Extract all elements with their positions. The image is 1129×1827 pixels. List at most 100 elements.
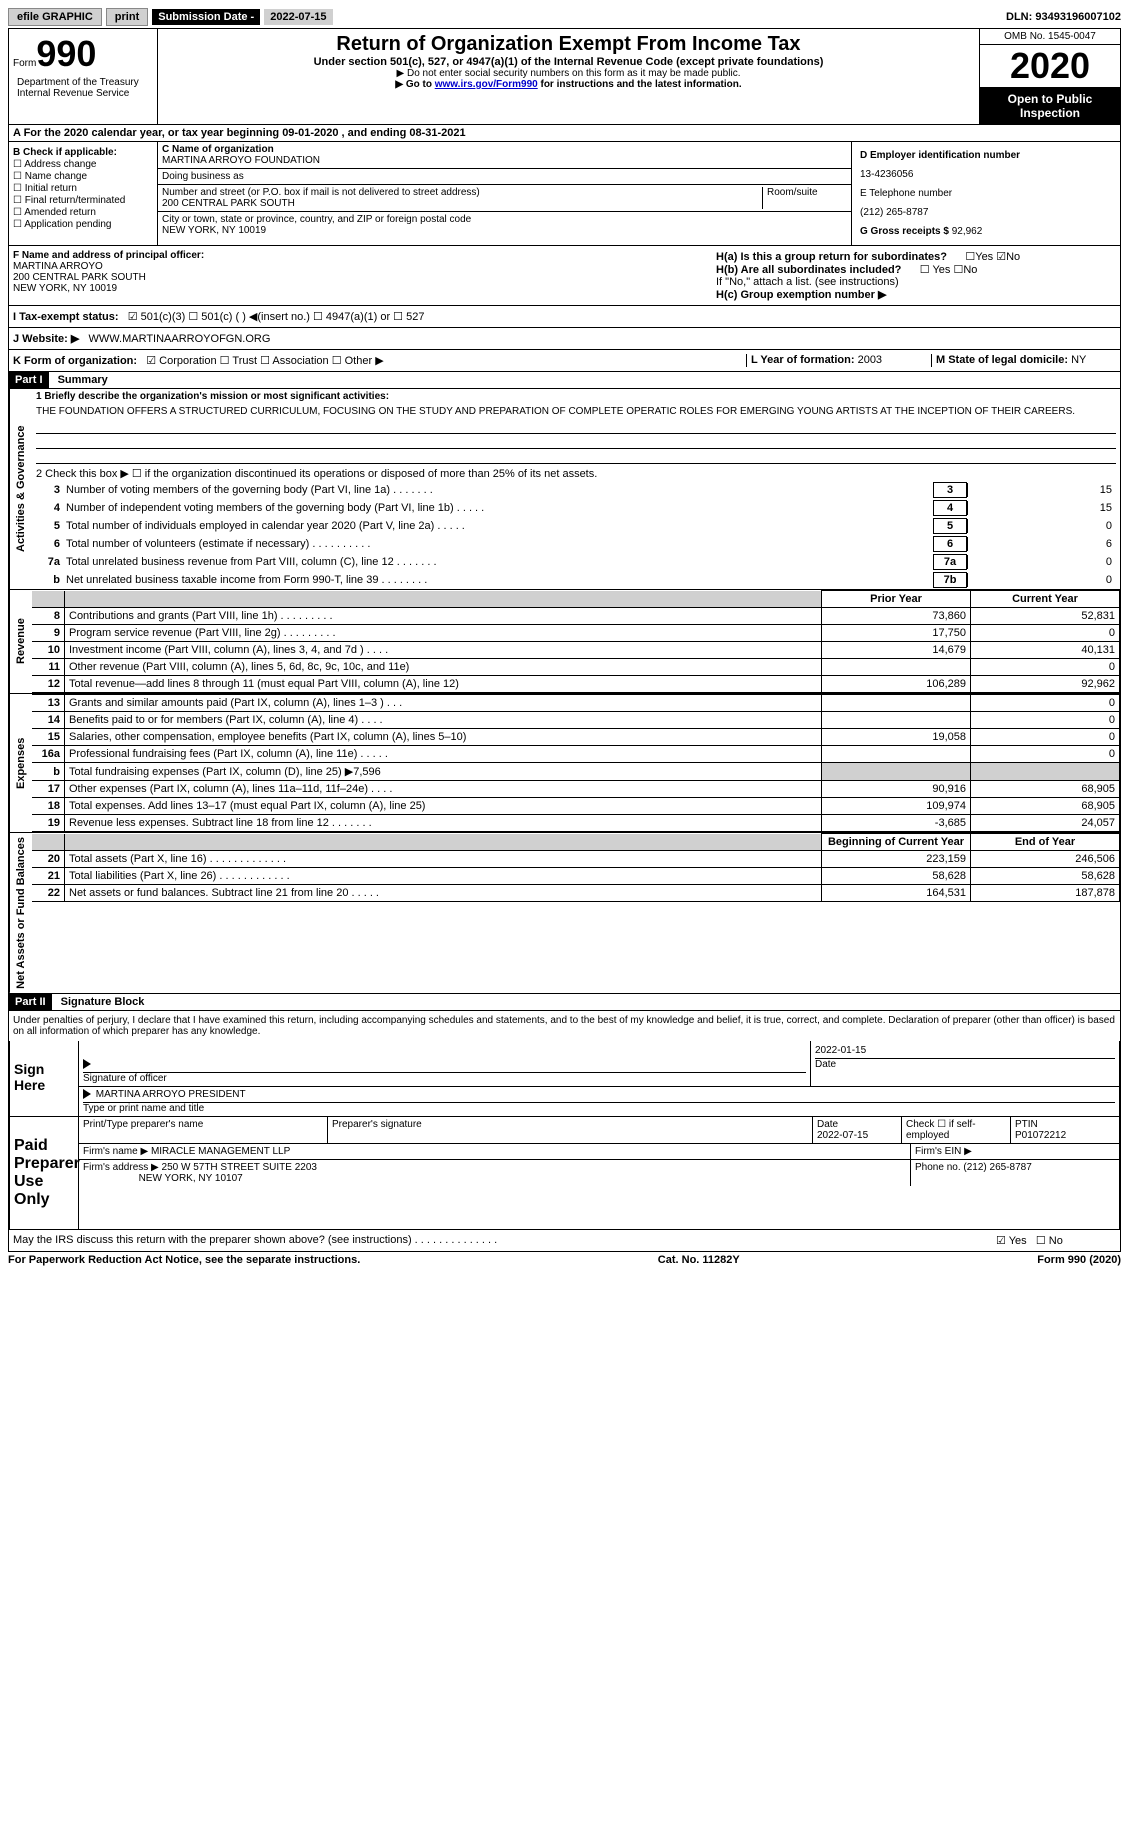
table-row: 13Grants and similar amounts paid (Part … <box>32 695 1120 712</box>
table-row: 8Contributions and grants (Part VIII, li… <box>32 608 1120 625</box>
open-public-badge: Open to Public Inspection <box>980 88 1120 124</box>
col-c-org: C Name of organization MARTINA ARROYO FO… <box>158 142 852 245</box>
form-title: Return of Organization Exempt From Incom… <box>162 33 975 56</box>
col-f-officer: F Name and address of principal officer:… <box>9 246 712 305</box>
phone-value: (212) 265-8787 <box>856 203 1116 222</box>
b-amended[interactable]: ☐ Amended return <box>13 207 153 218</box>
footer-left: For Paperwork Reduction Act Notice, see … <box>8 1254 360 1266</box>
blank-line <box>36 436 1116 449</box>
b-app-pending[interactable]: ☐ Application pending <box>13 219 153 230</box>
gov-line: 6Total number of volunteers (estimate if… <box>32 535 1120 553</box>
section-bcd: B Check if applicable: ☐ Address change … <box>9 142 1120 246</box>
ein-value: 13-4236056 <box>856 165 1116 184</box>
gov-line: 4Number of independent voting members of… <box>32 499 1120 517</box>
form-number: 990 <box>36 33 96 74</box>
table-row: 16aProfessional fundraising fees (Part I… <box>32 746 1120 763</box>
table-row: 17Other expenses (Part IX, column (A), l… <box>32 781 1120 798</box>
part1-header-row: Part I Summary <box>9 372 1120 389</box>
efile-button[interactable]: efile GRAPHIC <box>8 8 102 26</box>
dept-label: Department of the Treasury Internal Reve… <box>13 75 153 101</box>
form-container: Form990 Department of the Treasury Inter… <box>8 28 1121 1252</box>
receipts-row: G Gross receipts $ 92,962 <box>856 222 1116 241</box>
tax-year: 2020 <box>980 45 1120 88</box>
gov-section: Activities & Governance 1 Briefly descri… <box>9 389 1120 590</box>
vert-exp: Expenses <box>9 694 32 832</box>
discuss-row: May the IRS discuss this return with the… <box>9 1230 1120 1251</box>
table-row: 19Revenue less expenses. Subtract line 1… <box>32 815 1120 832</box>
table-row: 14Benefits paid to or for members (Part … <box>32 712 1120 729</box>
ein-label: D Employer identification number <box>856 146 1116 165</box>
line1-label: 1 Briefly describe the organization's mi… <box>32 389 1120 404</box>
part2-badge: Part II <box>9 994 52 1010</box>
part1-title: Summary <box>52 372 114 388</box>
form-subtitle: Under section 501(c), 527, or 4947(a)(1)… <box>162 56 975 68</box>
col-b-checkboxes: B Check if applicable: ☐ Address change … <box>9 142 158 245</box>
table-row: 20Total assets (Part X, line 16) . . . .… <box>32 851 1120 868</box>
table-row: 21Total liabilities (Part X, line 26) . … <box>32 868 1120 885</box>
col-h-group: H(a) Is this a group return for subordin… <box>712 246 1120 305</box>
penalty-text: Under penalties of perjury, I declare th… <box>9 1011 1120 1041</box>
note-ssn: ▶ Do not enter social security numbers o… <box>162 68 975 79</box>
form-id-cell: Form990 Department of the Treasury Inter… <box>9 29 158 124</box>
part2-title: Signature Block <box>55 994 151 1010</box>
b-initial[interactable]: ☐ Initial return <box>13 183 153 194</box>
gov-line: 3Number of voting members of the governi… <box>32 481 1120 499</box>
gov-content: 1 Briefly describe the organization's mi… <box>32 389 1120 589</box>
net-section: Net Assets or Fund Balances Beginning of… <box>9 833 1120 994</box>
top-bar: efile GRAPHIC print Submission Date - 20… <box>8 8 1121 26</box>
b-final[interactable]: ☐ Final return/terminated <box>13 195 153 206</box>
table-row: 9Program service revenue (Part VIII, lin… <box>32 625 1120 642</box>
header-right: OMB No. 1545-0047 2020 Open to Public In… <box>979 29 1120 124</box>
gov-line: 5Total number of individuals employed in… <box>32 517 1120 535</box>
footer: For Paperwork Reduction Act Notice, see … <box>8 1252 1121 1268</box>
footer-mid: Cat. No. 11282Y <box>658 1254 740 1266</box>
street-cell: Number and street (or P.O. box if mail i… <box>158 185 851 212</box>
exp-section: Expenses 13Grants and similar amounts pa… <box>9 694 1120 833</box>
vert-gov: Activities & Governance <box>9 389 32 589</box>
expense-table: 13Grants and similar amounts paid (Part … <box>32 694 1120 832</box>
row-k-form-org: K Form of organization: ☑ Corporation ☐ … <box>9 350 1120 372</box>
table-row: 10Investment income (Part VIII, column (… <box>32 642 1120 659</box>
table-row: 11Other revenue (Part VIII, column (A), … <box>32 659 1120 676</box>
table-row: 15Salaries, other compensation, employee… <box>32 729 1120 746</box>
revenue-table: Prior YearCurrent Year8Contributions and… <box>32 590 1120 693</box>
b-name-change[interactable]: ☐ Name change <box>13 171 153 182</box>
vert-rev: Revenue <box>9 590 32 693</box>
net-content: Beginning of Current YearEnd of Year20To… <box>32 833 1120 993</box>
sign-here-label: Sign Here <box>10 1041 79 1116</box>
note-website: ▶ Go to www.irs.gov/Form990 for instruct… <box>162 79 975 90</box>
b-addr-change[interactable]: ☐ Address change <box>13 159 153 170</box>
table-row: 12Total revenue—add lines 8 through 11 (… <box>32 676 1120 693</box>
rev-content: Prior YearCurrent Year8Contributions and… <box>32 590 1120 693</box>
irs-link[interactable]: www.irs.gov/Form990 <box>435 79 538 90</box>
part1-badge: Part I <box>9 372 49 388</box>
row-j-website: J Website: ▶ WWW.MARTINAARROYOFGN.ORG <box>9 328 1120 350</box>
arrow-icon <box>83 1059 91 1069</box>
line2: 2 Check this box ▶ ☐ if the organization… <box>32 466 1120 481</box>
sub-date-label: Submission Date - <box>152 9 260 25</box>
form-header: Form990 Department of the Treasury Inter… <box>9 29 1120 125</box>
header-center: Return of Organization Exempt From Incom… <box>158 29 979 124</box>
blank-line <box>36 421 1116 434</box>
sign-here-section: Sign Here Signature of officer 2022-01-1… <box>9 1041 1120 1117</box>
sub-date: 2022-07-15 <box>264 9 332 25</box>
row-i-tax-status: I Tax-exempt status: ☑ 501(c)(3) ☐ 501(c… <box>9 306 1120 328</box>
dln: DLN: 93493196007102 <box>1006 11 1121 23</box>
arrow-icon <box>83 1089 91 1099</box>
paid-preparer-section: Paid Preparer Use Only Print/Type prepar… <box>9 1117 1120 1230</box>
b-label: B Check if applicable: <box>13 147 153 158</box>
part2-header-row: Part II Signature Block <box>9 994 1120 1011</box>
col-d-info: D Employer identification number 13-4236… <box>852 142 1120 245</box>
mission-text: THE FOUNDATION OFFERS A STRUCTURED CURRI… <box>32 404 1120 419</box>
section-fh: F Name and address of principal officer:… <box>9 246 1120 306</box>
footer-right: Form 990 (2020) <box>1037 1254 1121 1266</box>
form-label: Form <box>13 58 36 69</box>
phone-label: E Telephone number <box>856 184 1116 203</box>
table-row: bTotal fundraising expenses (Part IX, co… <box>32 763 1120 781</box>
table-row: 18Total expenses. Add lines 13–17 (must … <box>32 798 1120 815</box>
gov-line: bNet unrelated business taxable income f… <box>32 571 1120 589</box>
blank-line <box>36 451 1116 464</box>
row-a-period: A For the 2020 calendar year, or tax yea… <box>9 125 1120 142</box>
exp-content: 13Grants and similar amounts paid (Part … <box>32 694 1120 832</box>
print-button[interactable]: print <box>106 8 148 26</box>
